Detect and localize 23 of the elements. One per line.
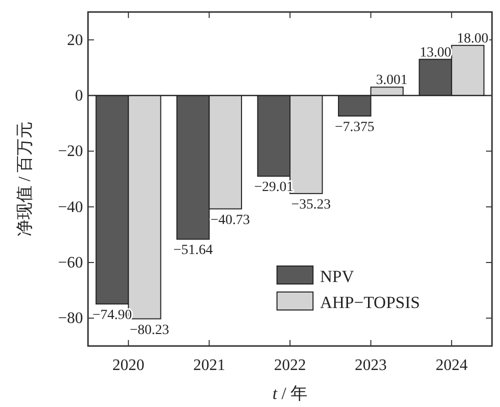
data-label: −51.64 xyxy=(173,243,213,258)
x-tick-label: 2023 xyxy=(354,357,387,374)
x-tick-label: 2022 xyxy=(274,357,306,374)
x-tick-label: 2024 xyxy=(436,357,468,374)
data-label: 3.001 xyxy=(376,73,408,88)
y-tick-label: −60 xyxy=(58,254,83,272)
y-tick-label: −20 xyxy=(58,143,83,160)
data-label: −40.73 xyxy=(210,212,250,228)
x-axis-title: t / 年 xyxy=(272,384,308,403)
y-tick-label: 0 xyxy=(75,88,83,104)
x-tick-label: 2021 xyxy=(193,357,226,374)
y-tick-label: −80 xyxy=(58,310,83,328)
data-label: −80.23 xyxy=(130,322,170,338)
data-label: 18.00 xyxy=(456,31,488,46)
legend-label: AHP−TOPSIS xyxy=(320,293,420,312)
data-label: 13.00 xyxy=(420,45,452,60)
y-tick-label: −40 xyxy=(58,198,83,216)
data-label: −7.375 xyxy=(334,120,374,136)
legend-label: NPV xyxy=(320,267,355,286)
y-tick-label: 20 xyxy=(67,32,83,49)
data-label: −35.23 xyxy=(291,198,331,213)
x-tick-label: 2020 xyxy=(112,357,144,374)
y-axis-title: 净现值 / 百万元 xyxy=(15,121,34,237)
